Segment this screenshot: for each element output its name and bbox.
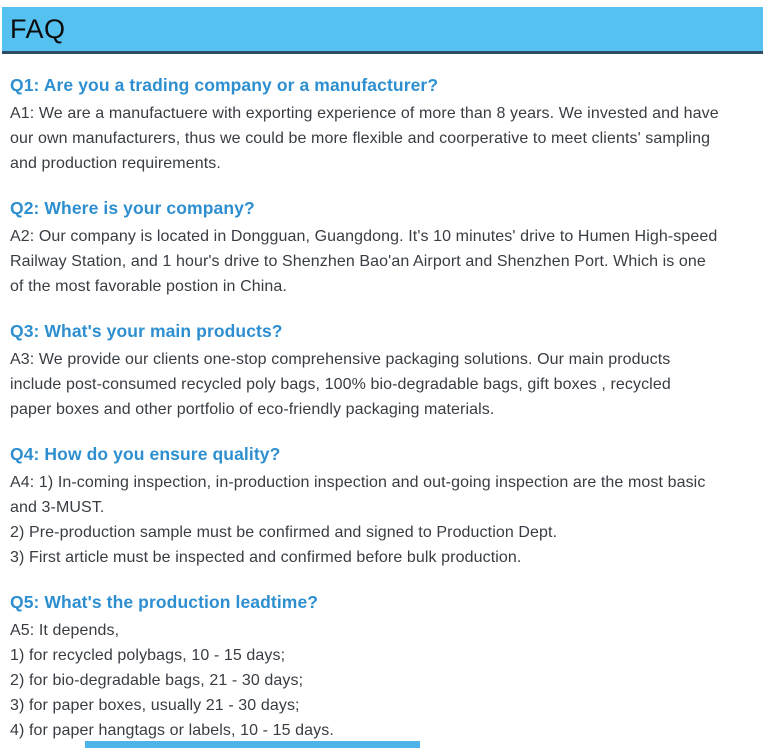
faq-answer-line: 2) for bio-degradable bags, 21 - 30 days… [10,672,304,689]
faq-answer-line: 4) for paper hangtags or labels, 10 - 15… [10,722,334,739]
faq-item: Q2: Where is your company? A2: Our compa… [10,198,755,299]
faq-answer-line: A1: We are a manufactuere with exporting… [10,105,719,122]
faq-section-header-bar: FAQ [2,7,763,54]
faq-answer-line: include post-consumed recycled poly bags… [10,376,671,393]
faq-answer-line: 3) First article must be inspected and c… [10,549,522,566]
faq-question: Q3: What's your main products? [10,321,283,341]
faq-content: Q1: Are you a trading company or a manuf… [0,75,765,743]
faq-answer-line: of the most favorable postion in China. [10,278,287,295]
faq-answer: A1: We are a manufactuere with exporting… [10,101,755,176]
faq-item: Q1: Are you a trading company or a manuf… [10,75,755,176]
faq-item: Q5: What's the production leadtime? A5: … [10,592,755,743]
faq-answer: A3: We provide our clients one-stop comp… [10,347,755,422]
faq-answer-line: 1) for recycled polybags, 10 - 15 days; [10,647,286,664]
faq-answer-line: 2) Pre-production sample must be confirm… [10,524,558,541]
faq-answer-line: and production requirements. [10,155,221,172]
faq-answer-line: A3: We provide our clients one-stop comp… [10,351,671,368]
faq-answer-line: 3) for paper boxes, usually 21 - 30 days… [10,697,300,714]
next-section-bar-cutoff [85,741,420,748]
faq-section-title: FAQ [10,13,66,44]
faq-question: Q1: Are you a trading company or a manuf… [10,75,439,95]
faq-question: Q4: How do you ensure quality? [10,444,281,464]
faq-item: Q4: How do you ensure quality? A4: 1) In… [10,444,755,570]
faq-answer-line: Railway Station, and 1 hour's drive to S… [10,253,706,270]
faq-answer-line: and 3-MUST. [10,499,105,516]
faq-answer: A5: It depends, 1) for recycled polybags,… [10,618,755,743]
faq-answer-line: A2: Our company is located in Dongguan, … [10,228,718,245]
faq-answer: A4: 1) In-coming inspection, in-producti… [10,470,755,570]
faq-answer-line: paper boxes and other portfolio of eco-f… [10,401,495,418]
faq-question: Q2: Where is your company? [10,198,255,218]
faq-answer: A2: Our company is located in Dongguan, … [10,224,755,299]
faq-answer-line: A4: 1) In-coming inspection, in-producti… [10,474,706,491]
faq-answer-line: our own manufacturers, thus we could be … [10,130,711,147]
faq-question: Q5: What's the production leadtime? [10,592,319,612]
faq-item: Q3: What's your main products? A3: We pr… [10,321,755,422]
faq-answer-line: A5: It depends, [10,622,120,639]
